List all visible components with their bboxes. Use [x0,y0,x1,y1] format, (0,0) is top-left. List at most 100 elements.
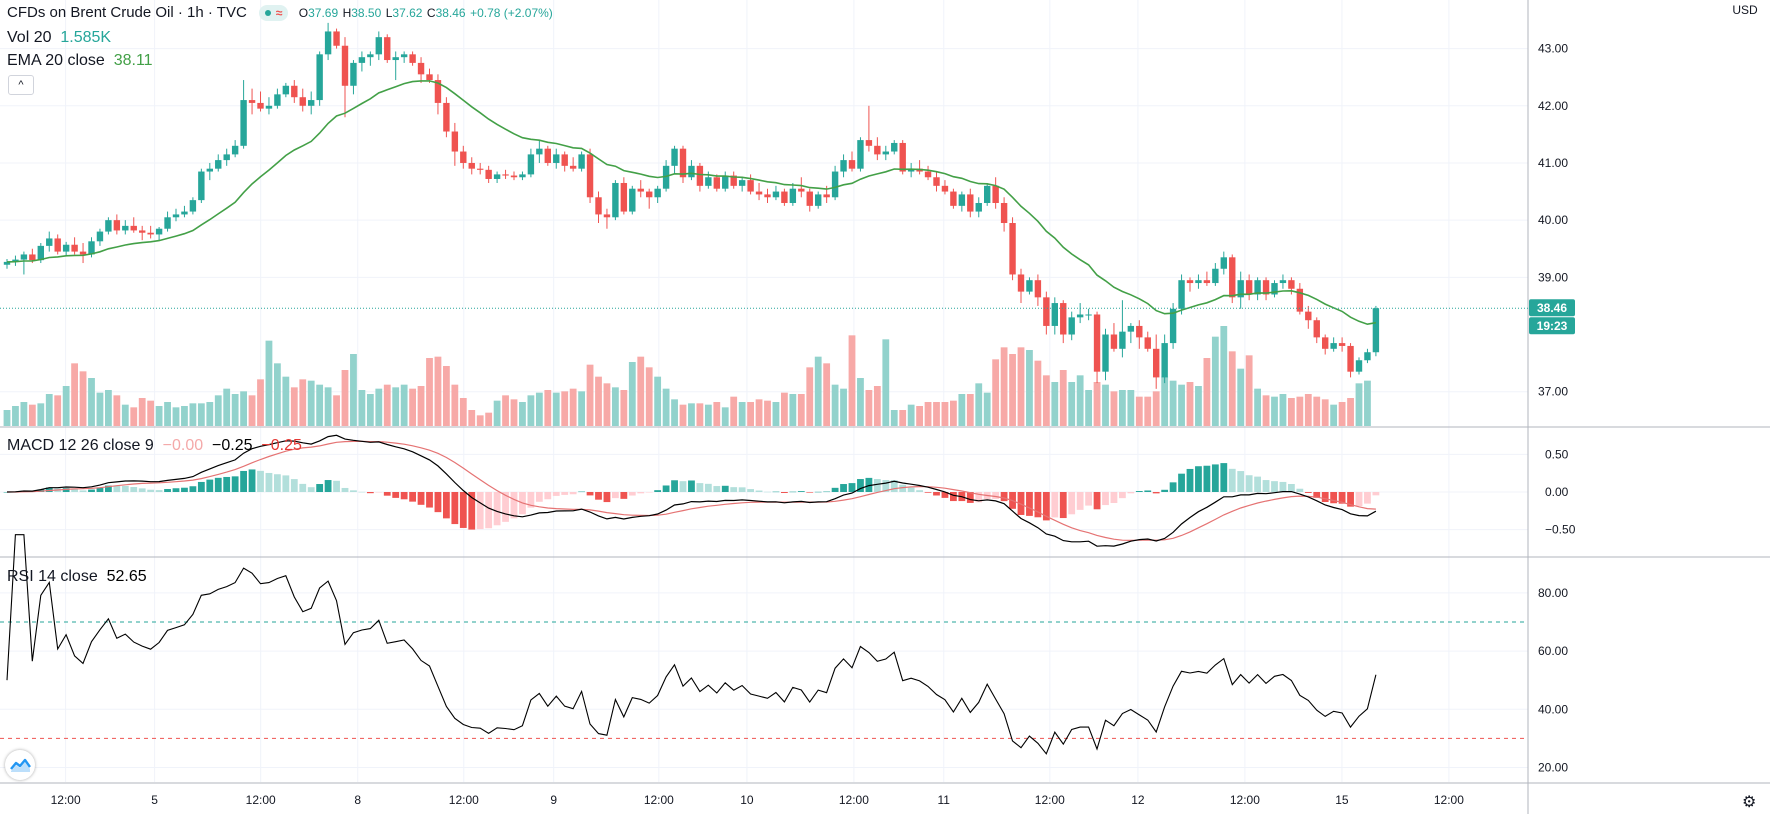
candle-body [350,62,357,86]
macd-histogram-bar [747,489,754,492]
volume-bar [916,406,923,426]
candle-body [1093,314,1101,372]
volume-bar [240,391,247,426]
close-value: 38.46 [435,6,466,20]
candle-body [984,185,991,203]
candle-body [384,37,391,61]
candle-body [400,54,408,58]
volume-bar [1220,326,1228,426]
volume-bar [890,410,898,426]
candle-body [603,214,611,218]
volume-bar [797,394,805,426]
macd-histogram-bar [502,492,509,522]
macd-histogram-bar [231,476,239,492]
candle-body [1212,268,1219,284]
volume-bar [1085,390,1092,426]
macd-histogram-bar [172,488,180,492]
macd-histogram-bar [535,492,543,502]
volume-bar [358,390,366,426]
candle-body [223,154,230,161]
volume-bar [443,366,450,426]
rsi-legend[interactable]: RSI 14 close 52.65 [7,568,147,586]
macd-histogram-bar [1026,492,1033,516]
volume-bar [12,406,19,426]
price-tick-label: 39.00 [1538,270,1568,284]
macd-histogram-bar [155,490,163,492]
candle-body [485,169,492,179]
macd-histogram-bar [1262,480,1270,492]
candle-body [215,160,222,169]
macd-histogram-bar [62,488,70,492]
volume-bar [392,387,400,426]
macd-histogram-bar [1245,475,1253,492]
volume-label: Vol 20 [7,29,52,46]
candle-body [781,191,788,203]
macd-histogram-bar [1228,468,1236,492]
volume-bar [1211,336,1219,426]
candle-body [561,154,568,166]
market-status-pill[interactable]: ≈ [259,4,289,21]
volume-bar [941,402,949,426]
volume-bar [688,403,695,426]
volume-bar [1195,386,1202,426]
volume-bar [899,410,907,426]
candle-body [1060,303,1067,335]
candle-body [1262,280,1270,295]
volume-bar [20,402,28,426]
candle-body [1372,308,1380,353]
volume-bar [975,383,983,426]
macd-histogram-bar [637,492,645,494]
candle-body [806,191,813,206]
candle-body [181,211,188,215]
macd-histogram-bar [197,481,205,492]
macd-histogram-bar [1102,492,1109,506]
macd-histogram-bar [764,491,771,493]
macd-histogram-bar [662,485,670,492]
volume-bar [502,395,509,426]
candle-body [54,238,61,252]
gear-icon[interactable]: ⚙ [1742,794,1757,811]
candle-body [248,100,256,103]
volume-bar [755,399,763,426]
volume-bar [873,386,881,426]
macd-histogram-bar [1110,492,1118,504]
macd-histogram-bar [941,492,949,498]
macd-histogram-bar [316,484,324,492]
candle-body [122,225,129,231]
candle-body [409,54,416,63]
volume-bar [181,406,188,426]
volume-bar [544,390,552,426]
macd-histogram-bar [96,487,104,492]
candle-body [105,220,112,232]
ema-legend[interactable]: EMA 20 close 38.11 [7,52,153,70]
volume-legend[interactable]: Vol 20 1.585K [7,29,111,47]
tradingview-logo-icon[interactable] [5,750,35,780]
volume-bar [113,395,121,426]
macd-histogram-bar [248,469,256,492]
candle-body [1271,283,1278,295]
candle-body [1009,223,1016,275]
candle-body [189,200,197,212]
collapse-legend-button[interactable]: ^ [8,75,34,95]
candle-body [3,261,11,265]
macd-histogram-bar [1034,492,1042,518]
volume-bars [3,326,1371,426]
volume-bar [324,387,332,426]
badges-layer: 38.46 19:23 [1529,299,1575,335]
volume-bar [1347,398,1354,426]
candle-body [257,102,264,109]
volume-bar [130,407,138,426]
candle-body [857,140,864,169]
macd-histogram-bar [924,492,932,493]
candle-body [1051,303,1058,326]
volume-bar [992,359,1000,426]
macd-legend[interactable]: MACD 12 26 close 9 −0.00 −0.25 −0.25 [7,437,302,455]
macd-signal-line [7,440,1376,542]
volume-bar [535,392,543,426]
macd-histogram-bar [1127,492,1135,494]
symbol-title[interactable]: CFDs on Brent Crude Oil · 1h · TVC [7,4,247,21]
candle-body [1347,345,1354,372]
volume-bar [223,388,231,426]
candle-body [595,197,602,215]
